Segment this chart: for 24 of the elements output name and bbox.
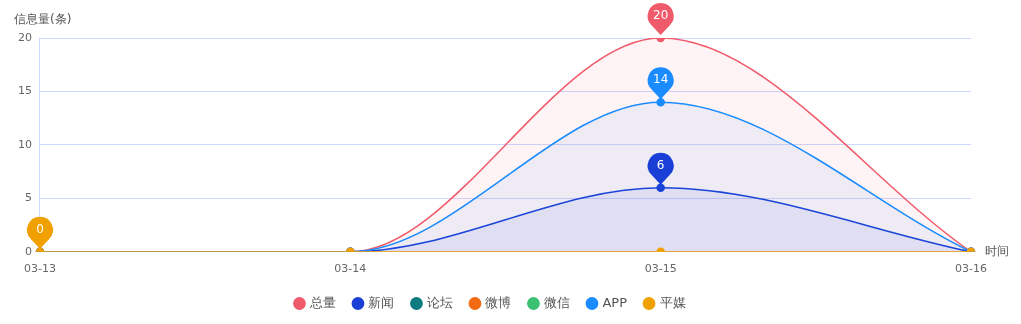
legend-label: 微博 xyxy=(485,294,512,310)
legend-label: 平媒 xyxy=(659,294,686,310)
annotation: 0 xyxy=(36,221,44,236)
annotation: 14 xyxy=(653,72,669,87)
annotation: 6 xyxy=(656,157,665,172)
y-tick-label: 10 xyxy=(18,137,32,151)
legend-label: APP xyxy=(602,294,628,310)
y-tick-label: 0 xyxy=(25,244,32,258)
annotation: 20 xyxy=(653,8,669,23)
legend-label: 论坛 xyxy=(426,294,453,310)
x-tick-label: 03-15 xyxy=(644,262,677,276)
x-tick-label: 03-14 xyxy=(334,262,367,276)
point xyxy=(656,97,665,107)
y-tick-label: 20 xyxy=(18,30,32,44)
x-tick-label: 03-13 xyxy=(24,262,56,276)
x-axis-title: 时间 xyxy=(985,243,1009,258)
legend-label: 微信 xyxy=(543,294,570,310)
x-tick-label: 03-16 xyxy=(955,262,987,276)
y-axis-title: 信息量(条) xyxy=(14,12,72,27)
legend-label: 新闻 xyxy=(368,294,395,310)
legend-label: 总量 xyxy=(308,294,336,310)
point xyxy=(656,183,665,192)
y-tick-label: 5 xyxy=(25,191,32,205)
y-tick-label: 15 xyxy=(18,84,32,98)
